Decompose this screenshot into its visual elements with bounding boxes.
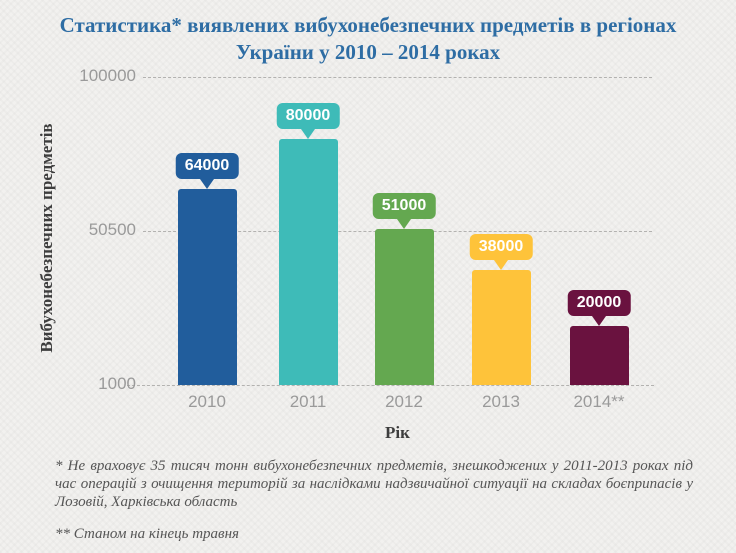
gridline — [143, 77, 652, 78]
footnote-1: * Не враховує 35 тисяч тонн вибухонебезп… — [55, 458, 693, 510]
bar — [570, 326, 629, 385]
x-tick-label: 2014** — [573, 392, 625, 411]
callout-tail — [397, 219, 411, 229]
footnotes: * Не враховує 35 тисяч тонн вибухонебезп… — [55, 457, 693, 543]
bar-value-callout: 80000 — [276, 103, 340, 129]
bar-value-callout: 20000 — [567, 290, 631, 316]
bar — [178, 189, 237, 385]
callout-tail — [200, 179, 214, 189]
y-tick-label: 1000 — [98, 374, 136, 393]
y-tick-label: 50500 — [88, 220, 136, 239]
bar — [375, 229, 434, 385]
bar-value-callout: 38000 — [469, 234, 533, 260]
callout-tail — [301, 129, 315, 139]
x-tick-label: 2010 — [188, 392, 226, 411]
footnote-2: ** Станом на кінець травня — [55, 526, 239, 542]
bar — [472, 270, 531, 385]
y-axis-title: Вибухонебезпечних предметів — [37, 123, 56, 353]
bar-value-callout: 64000 — [175, 153, 239, 179]
callout-tail — [494, 260, 508, 270]
bar-value-callout: 51000 — [372, 193, 436, 219]
x-tick-label: 2012 — [385, 392, 423, 411]
x-tick-label: 2013 — [482, 392, 520, 411]
callout-tail — [592, 316, 606, 326]
plot-area: 100000 50500 1000 64000 2010 80000 2011 51000 20… — [79, 66, 654, 411]
gridline — [127, 385, 654, 386]
y-tick-label: 100000 — [79, 66, 136, 85]
chart-title: Статистика* виявлених вибухонебезпечних … — [59, 13, 677, 65]
bar — [279, 139, 338, 385]
x-tick-label: 2011 — [289, 392, 327, 411]
x-axis-title: Рік — [385, 423, 410, 442]
